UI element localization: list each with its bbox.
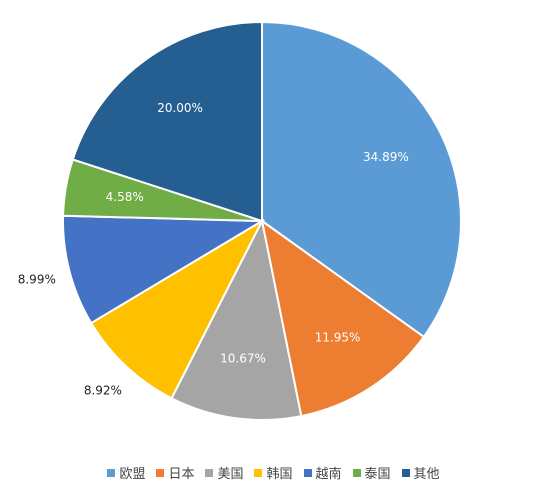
legend-label: 日本 [168, 467, 195, 482]
legend-item-3: 韩国 [254, 463, 293, 482]
pie-slice-2 [170, 217, 303, 421]
legend-label: 美国 [217, 467, 244, 482]
legend-label: 泰国 [364, 467, 391, 482]
legend-swatch [107, 468, 116, 477]
legend-item-5: 泰国 [352, 463, 391, 482]
legend-item-4: 越南 [303, 463, 342, 482]
pie-slice-0 [261, 20, 462, 339]
legend-item-6: 其他 [401, 463, 440, 482]
data-label-4: 8.99% [18, 273, 56, 287]
legend-swatch [303, 468, 312, 477]
legend-label: 其他 [413, 467, 440, 482]
legend-swatch [205, 468, 214, 477]
pie-slice-1 [260, 218, 426, 418]
legend-label: 欧盟 [119, 467, 146, 482]
legend-label: 韩国 [266, 467, 293, 482]
legend-label: 越南 [315, 467, 342, 482]
data-label-6: 20.00% [157, 101, 203, 115]
data-label-5: 4.58% [106, 190, 144, 204]
pie-slice-6 [71, 20, 263, 223]
legend-swatch [254, 468, 263, 477]
data-label-2: 10.67% [220, 352, 266, 366]
legend-swatch [156, 468, 165, 477]
legend-swatch [401, 468, 410, 477]
pie-slice-4 [62, 214, 266, 325]
data-label-0: 34.89% [363, 150, 409, 164]
pie-slice-3 [89, 218, 265, 400]
chart-legend: 欧盟 日本 美国 韩国 越南 泰国 其他 [0, 463, 547, 482]
legend-swatch [352, 468, 361, 477]
data-label-1: 11.95% [315, 331, 361, 345]
legend-item-2: 美国 [205, 463, 243, 482]
legend-item-1: 日本 [156, 463, 194, 482]
data-label-3: 8.92% [84, 384, 122, 398]
legend-item-0: 欧盟 [107, 463, 145, 482]
